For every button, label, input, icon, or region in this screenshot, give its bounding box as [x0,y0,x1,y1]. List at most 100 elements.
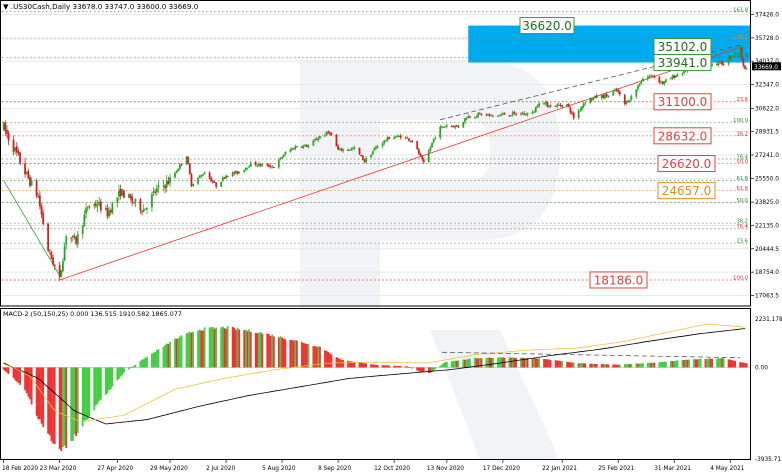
candle-body [258,163,260,166]
macd-bar [134,364,137,368]
time-tick-label: 27 Apr 2020 [97,466,133,472]
candle-body [4,122,7,131]
macd-bar [681,359,684,368]
level-tag-text: 36620.0 [522,19,572,33]
candle-body [42,213,45,225]
macd-bar [569,362,572,368]
macd-bar [266,333,269,368]
macd-bar [4,367,7,372]
candle-body [572,112,575,119]
macd-bar [361,363,364,368]
macd-bar [203,327,206,368]
macd-bar [500,357,503,368]
macd-bar [236,327,239,368]
macd-bar [88,367,91,417]
macd-bar [429,367,432,373]
level-tag-box [657,182,716,200]
candle-body [674,75,677,78]
macd-bar [86,367,89,420]
macd-bar [487,357,489,368]
candle-body [498,114,501,117]
candle-body [282,155,285,158]
candle-body [618,91,621,95]
candle-body [467,116,470,119]
macd-bar [40,367,43,424]
candle-body [745,68,748,70]
macd-bar [81,367,84,427]
macd-bar [347,360,349,368]
macd-bar [30,367,33,405]
candle-body [27,171,30,179]
macd-bar [538,358,541,368]
macd-bar [258,332,260,368]
macd-bar [388,365,391,368]
candle-body [98,202,101,206]
time-tick-label: 8 Sep 2020 [318,466,351,472]
candle-body [742,58,745,66]
macd-bar [300,341,303,368]
macd-bar [302,343,305,368]
candle-body [226,175,229,177]
macd-bar [289,339,292,368]
candle-body [202,174,204,176]
candle-body [427,150,430,163]
macd-bar [151,353,153,368]
candle-body [289,149,292,152]
macd-bar [155,350,158,368]
candle-body [155,188,158,193]
candle-body [554,105,557,107]
macd-bar [76,367,79,434]
candle-body [676,74,679,77]
macd-bar [640,363,643,368]
candle-body [595,95,598,98]
macd-bar [732,360,735,368]
candle-body [544,102,547,104]
candle-body [592,97,595,100]
macd-bar [651,362,654,368]
macd-bar [358,362,361,368]
macd-bar [561,361,564,368]
candle-body [350,148,353,150]
macd-bar [35,367,38,416]
candle-body [533,111,536,113]
candle-body [475,116,478,118]
candle-body [511,112,514,116]
macd-bar [513,357,516,368]
macd-bar [180,335,183,368]
fib-label: 100.0 [733,118,748,124]
macd-bar [490,357,493,368]
macd-bar [243,330,246,368]
candle-body [534,106,537,112]
macd-bar [340,359,343,368]
candle-body [408,138,410,141]
macd-bar [480,358,483,368]
candle-body [188,163,191,175]
candle-body [118,190,120,197]
macd-bar [96,367,99,404]
macd-bar [211,326,214,368]
candle-body [376,146,379,148]
candle-body [141,211,143,213]
fib-labels: 161.8138.2123.623.6100.038.276.450.061.8… [733,7,749,281]
candle-body [646,76,649,79]
candle-body [375,146,377,149]
macd-bar [244,329,247,368]
macd-bar [577,363,580,368]
macd-bar [658,362,661,368]
macd-bar [740,362,743,368]
time-tick-label: 23 Mar 2020 [40,466,77,472]
macd-bar [328,353,331,368]
macd-bar [353,361,356,368]
price-tick-label: 32347.0 [755,83,779,89]
macd-bar [108,367,110,390]
candle-body [269,166,272,168]
macd-header: MACD-2 (50,150,25) 0.000 136.515 1910.58… [3,310,182,318]
fib-label: 38.2 [736,131,748,137]
price-tick-label: 28931.5 [755,130,779,136]
macd-bar [589,363,592,368]
fib-label: 100.0 [733,275,748,281]
candle-body [487,114,489,116]
level-tag-text: 28632.0 [658,129,708,143]
candle-body [371,151,374,155]
